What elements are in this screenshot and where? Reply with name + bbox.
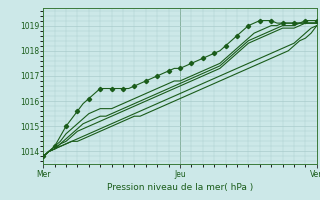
X-axis label: Pression niveau de la mer( hPa ): Pression niveau de la mer( hPa ) (107, 183, 253, 192)
